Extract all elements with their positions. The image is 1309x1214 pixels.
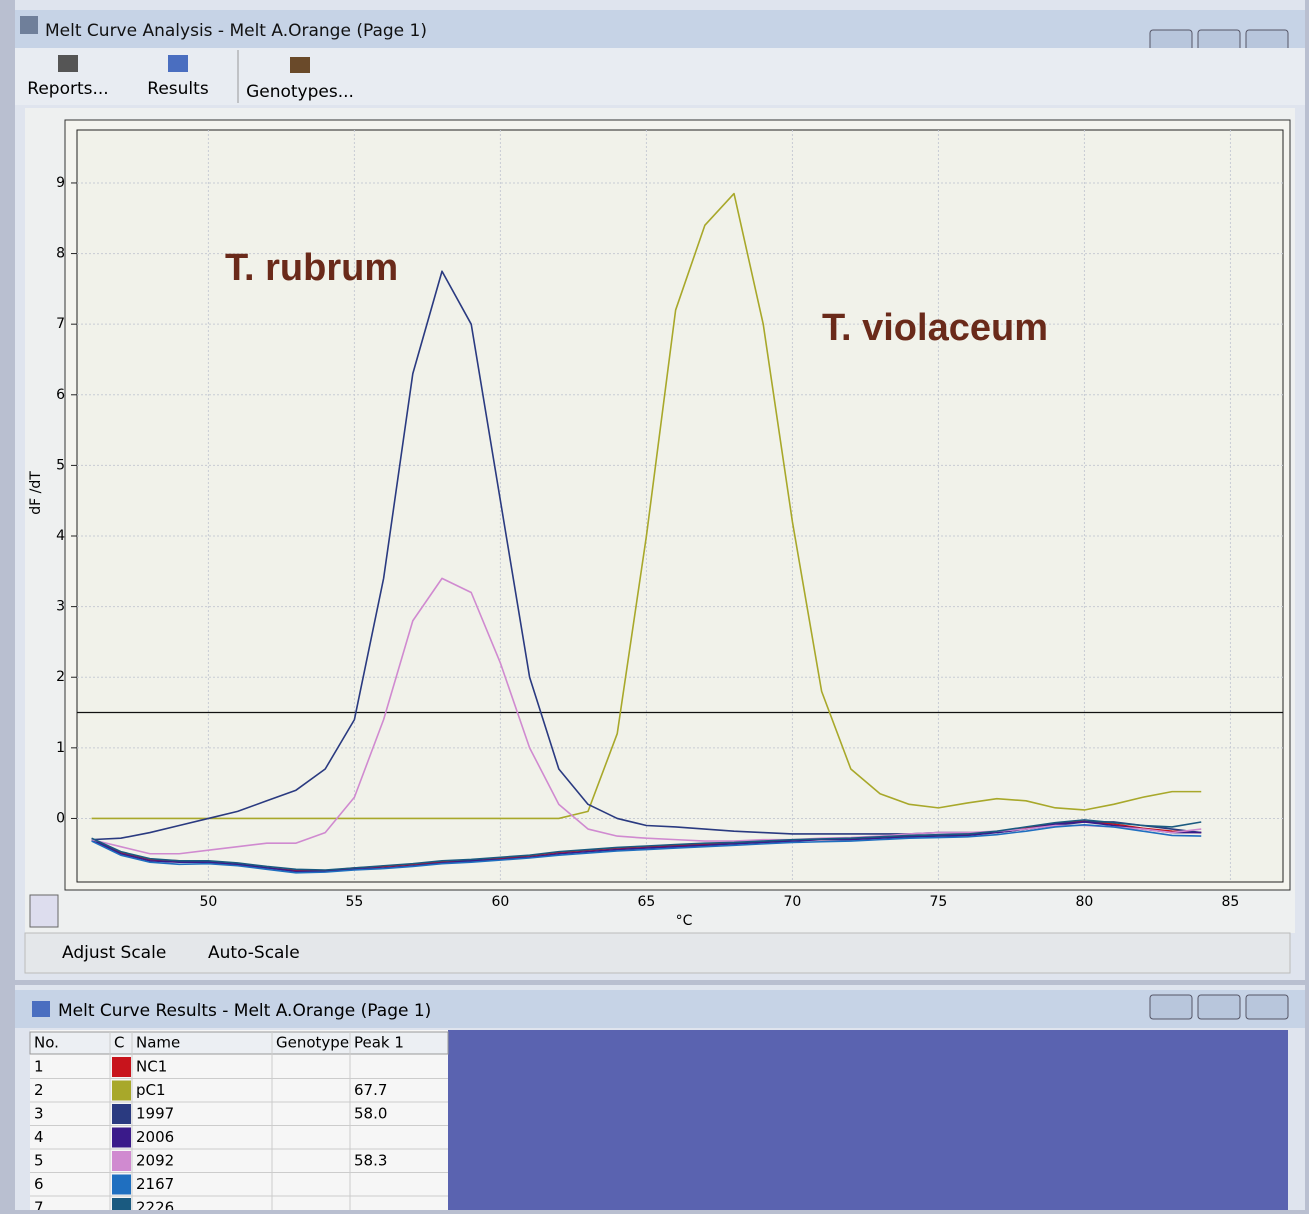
x-tick-label: 75 xyxy=(930,894,948,910)
row-number: 3 xyxy=(34,1105,44,1123)
y-tick-label: 8 xyxy=(56,246,65,262)
y-tick-label: 5 xyxy=(56,457,65,473)
x-tick-label: 60 xyxy=(491,894,509,910)
x-tick-label: 85 xyxy=(1222,894,1240,910)
app-icon xyxy=(20,16,38,34)
plot-area xyxy=(77,130,1283,882)
x-tick-label: 50 xyxy=(199,894,217,910)
reports-icon xyxy=(58,55,78,72)
sample-name: 1997 xyxy=(136,1105,174,1123)
auto-scale-button[interactable]: Auto-Scale xyxy=(208,943,300,963)
row-number: 1 xyxy=(34,1058,44,1076)
y-tick-label: 3 xyxy=(56,599,65,615)
x-tick-label: 80 xyxy=(1076,894,1094,910)
toolbar-button[interactable]: Genotypes... xyxy=(246,82,354,102)
peak-value: 67.7 xyxy=(354,1081,387,1099)
column-header-text: Genotype xyxy=(276,1034,349,1052)
column-header-text: No. xyxy=(34,1034,59,1052)
toolbar-button[interactable]: Reports... xyxy=(27,79,108,99)
x-tick-label: 55 xyxy=(345,894,363,910)
row-number: 5 xyxy=(34,1152,44,1170)
toolbar-button[interactable]: Results xyxy=(147,79,209,99)
results-title: Melt Curve Results - Melt A.Orange (Page… xyxy=(58,1001,431,1021)
row-number: 6 xyxy=(34,1175,44,1193)
row-number: 2 xyxy=(34,1081,44,1099)
sample-name: 2006 xyxy=(136,1128,174,1146)
peak-value: 58.3 xyxy=(354,1152,387,1170)
x-axis-label: °C xyxy=(676,913,693,929)
maximize-button[interactable] xyxy=(1198,995,1240,1019)
column-header-text: Peak 1 xyxy=(354,1034,404,1052)
sample-name: NC1 xyxy=(136,1058,167,1076)
sample-name: 2167 xyxy=(136,1175,174,1193)
y-tick-label: 7 xyxy=(56,316,65,332)
y-tick-label: 1 xyxy=(56,740,65,756)
column-header-text: Name xyxy=(136,1034,180,1052)
color-swatch xyxy=(112,1057,131,1077)
column-header-text: C xyxy=(114,1034,124,1052)
peak-value: 58.0 xyxy=(354,1105,387,1123)
minimize-button[interactable] xyxy=(1150,995,1192,1019)
close-button[interactable] xyxy=(1246,995,1288,1019)
y-tick-label: 6 xyxy=(56,387,65,403)
y-tick-label: 9 xyxy=(56,175,65,191)
sample-name: 2226 xyxy=(136,1199,174,1211)
adjust-scale-button[interactable]: Adjust Scale xyxy=(62,943,166,963)
sample-name: pC1 xyxy=(136,1081,166,1099)
scale-tool-icon[interactable] xyxy=(30,895,58,927)
color-swatch xyxy=(112,1104,131,1124)
annotation: T. rubrum xyxy=(225,247,398,289)
screen: Melt Curve Analysis - Melt A.Orange (Pag… xyxy=(0,0,1309,1210)
color-swatch xyxy=(112,1151,131,1171)
empty-area xyxy=(448,1030,1288,1210)
results-icon xyxy=(32,1001,50,1017)
row-number: 7 xyxy=(34,1199,44,1211)
color-swatch xyxy=(112,1198,131,1210)
color-swatch xyxy=(112,1128,131,1148)
y-tick-label: 4 xyxy=(56,528,65,544)
y-tick-label: 0 xyxy=(56,810,65,826)
x-tick-label: 70 xyxy=(784,894,802,910)
genotypes-icon xyxy=(290,57,310,73)
color-swatch xyxy=(112,1175,131,1195)
row-number: 4 xyxy=(34,1128,44,1146)
results-icon xyxy=(168,55,188,72)
color-swatch xyxy=(112,1081,131,1101)
window-title: Melt Curve Analysis - Melt A.Orange (Pag… xyxy=(45,21,427,41)
y-tick-label: 2 xyxy=(56,669,65,685)
y-axis-label: dF /dT xyxy=(28,471,44,515)
sample-name: 2092 xyxy=(136,1152,174,1170)
x-tick-label: 65 xyxy=(638,894,656,910)
annotation: T. violaceum xyxy=(822,307,1048,349)
page: Melt Curve Analysis - Melt A.Orange (Pag… xyxy=(0,0,1309,1210)
